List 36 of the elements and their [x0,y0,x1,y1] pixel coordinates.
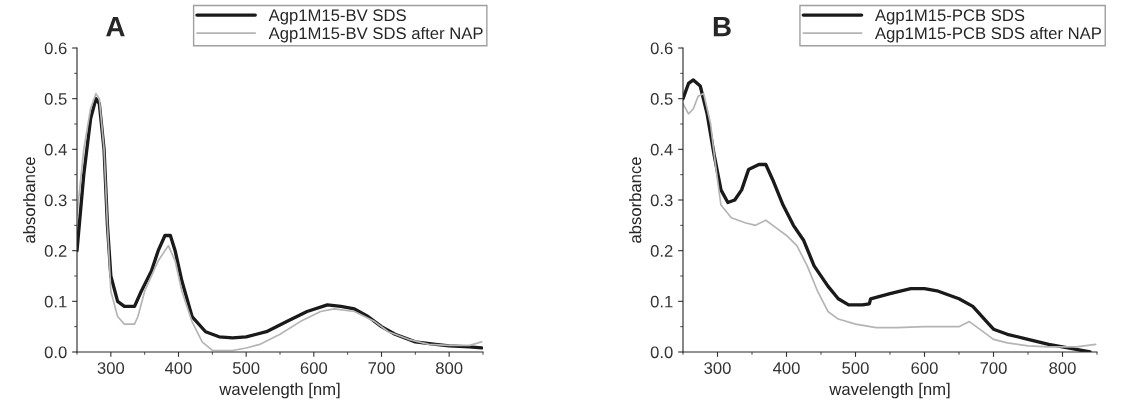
x-axis-title: wavelength [nm] [219,382,340,399]
y-tick-label: 0.0 [650,346,673,359]
y-tick-label: 0.4 [650,143,673,156]
y-tick-label: 0.1 [650,295,673,308]
y-tick-label: 0.3 [44,194,67,207]
y-tick-label: 0.4 [44,143,67,156]
y-tick-label: 0.3 [650,194,673,207]
y-tick-label: 0.0 [44,346,67,359]
x-tick-label: 500 [842,362,869,374]
y-tick-label: 0.2 [650,245,673,257]
y-tick-label: 0.6 [650,42,673,55]
x-tick-label: 400 [772,362,800,374]
x-tick-label: 700 [980,362,1007,374]
y-axis-title: absorbance [23,157,36,243]
y-tick-label: 0.2 [44,245,67,257]
x-axis-title: wavelength [nm] [829,382,950,399]
x-tick-label: 300 [97,362,125,374]
chart-title: A [106,17,125,37]
x-tick-label: 700 [368,362,395,374]
legend-label: Agp1M15-BV SDS [268,9,406,25]
y-tick-label: 0.5 [650,93,673,105]
legend-label: Agp1M15-BV SDS after NAP [268,26,483,43]
y-tick-label: 0.1 [44,295,67,308]
chart-title: B [713,17,731,37]
x-tick-label: 400 [164,362,192,374]
x-tick-label: 800 [1049,362,1076,374]
y-tick-label: 0.6 [44,42,67,55]
legend-label: Agp1M15-PCB SDS after NAP [874,26,1102,43]
legend-label: Agp1M15-PCB SDS [874,9,1025,25]
y-tick-label: 0.5 [44,93,67,105]
y-axis-title: absorbance [629,157,642,243]
x-tick-label: 600 [911,362,938,374]
x-tick-label: 800 [435,362,463,374]
x-tick-label: 500 [232,362,260,374]
x-tick-label: 600 [300,362,328,374]
x-tick-label: 300 [704,362,731,374]
